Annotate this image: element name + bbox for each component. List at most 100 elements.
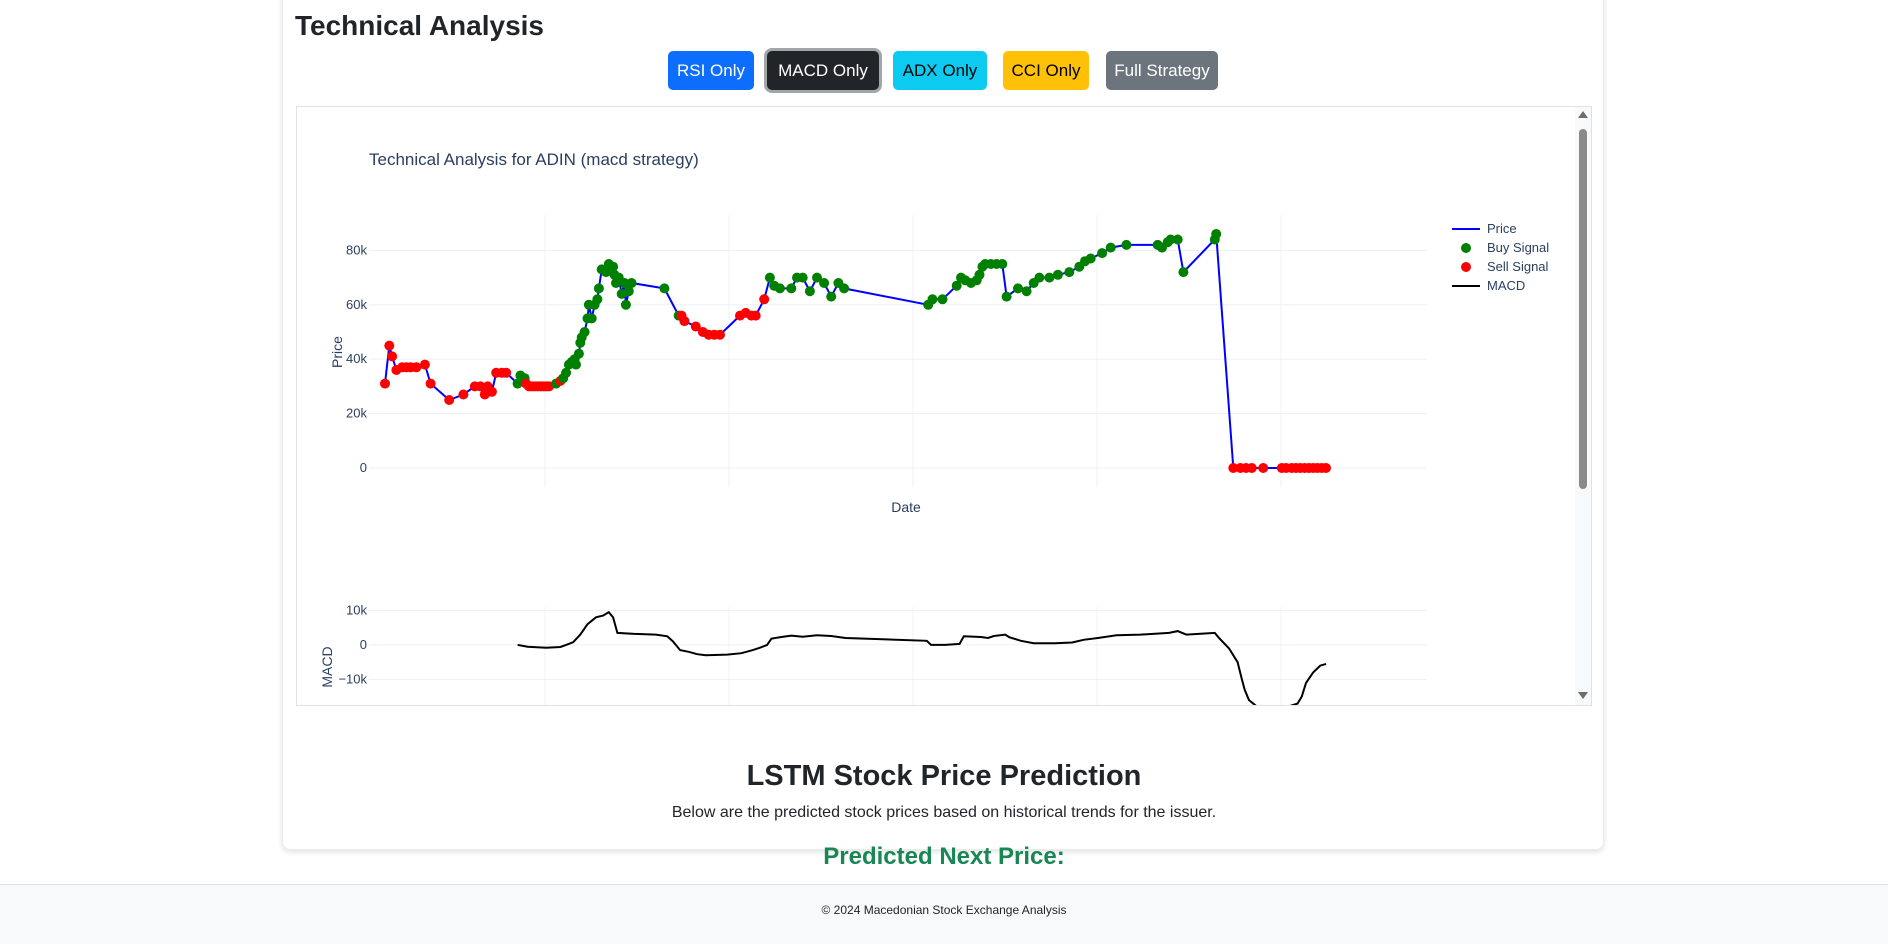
sell-signal-point[interactable] [411,362,422,373]
legend-marker-swatch [1461,243,1471,253]
buy-signal-point[interactable] [593,283,604,294]
sell-signal-point[interactable] [475,381,486,392]
sell-signal-point[interactable] [444,395,455,405]
buy-signal-point[interactable] [512,378,523,389]
chart-legend[interactable]: Price Buy Signal Sell Signal MACD [1452,221,1549,293]
sell-signal-point[interactable] [679,316,690,327]
buy-signal-point[interactable] [1021,286,1032,297]
buy-signal-point[interactable] [1034,272,1045,283]
legend-label: Price [1487,221,1517,236]
lstm-description: Below are the predicted stock prices bas… [671,804,1217,821]
adx-only-button[interactable]: ADX Only [893,51,987,90]
buy-signal-point[interactable] [1097,248,1108,259]
sell-signal-point[interactable] [419,359,430,370]
buy-signal-point[interactable] [620,299,631,310]
buy-signal-point[interactable] [1052,269,1063,280]
buy-signal-point[interactable] [623,286,634,297]
lstm-title: LSTM Stock Price Prediction [746,760,1142,792]
sell-signal-point[interactable] [425,378,436,389]
section-title: Technical Analysis [295,10,544,41]
sell-signal-point[interactable] [690,321,701,332]
footer-copyright: © 2024 Macedonian Stock Exchange Analysi… [821,903,1067,917]
technical-analysis-chart[interactable]: Technical Analysis for ADIN (macd strate… [297,107,1575,706]
buy-signal-point[interactable] [619,278,630,288]
sell-signal-point[interactable] [759,294,770,305]
macd-series-line [517,610,1327,705]
sell-signal-point[interactable] [380,378,390,389]
buy-signal-point[interactable] [1044,272,1055,283]
y-axis-label: Price [329,336,345,368]
buy-signal-point[interactable] [1105,242,1116,253]
buy-signal-point[interactable] [586,313,597,324]
buy-signal-point[interactable] [1013,283,1023,294]
buy-signal-point[interactable] [812,272,822,283]
buy-signal-point[interactable] [804,286,815,297]
legend-label: MACD [1487,278,1525,293]
scroll-up-icon[interactable] [1578,111,1588,118]
sell-signal-point[interactable] [1321,463,1331,473]
buy-signal-point[interactable] [1165,234,1176,245]
buy-signal-point[interactable] [1121,239,1132,250]
buy-signal-point[interactable] [819,278,830,288]
buy-signal-point[interactable] [1178,267,1189,278]
predicted-price-label: Predicted Next Price: [823,843,1065,870]
buy-signal-point[interactable] [1085,253,1096,264]
buy-signal-point[interactable] [561,367,572,378]
buy-signal-point[interactable] [997,259,1008,269]
buy-signal-point[interactable] [1172,234,1183,245]
buy-signal-point[interactable] [826,291,837,302]
sell-signal-point[interactable] [501,367,512,378]
sell-signal-point[interactable] [1246,463,1257,473]
sell-signal-point[interactable] [387,351,398,362]
macd-only-button[interactable]: MACD Only [767,51,879,90]
chart-scrollbar[interactable] [1575,107,1591,705]
legend-item[interactable]: Price [1452,221,1517,236]
legend-label: Buy Signal [1487,240,1549,255]
full-strategy-button[interactable]: Full Strategy [1106,51,1218,90]
sell-signal-point[interactable] [458,389,469,400]
scroll-thumb[interactable] [1579,129,1587,489]
cci-only-button[interactable]: CCI Only [1003,51,1089,90]
scroll-down-icon[interactable] [1578,692,1588,699]
sell-signal-point[interactable] [750,310,761,321]
buy-signal-point[interactable] [1001,291,1012,302]
macd-axis-label: MACD [319,646,335,687]
buy-signal-point[interactable] [927,294,938,305]
buy-signal-point[interactable] [601,267,611,278]
sell-signal-point[interactable] [1228,463,1239,473]
price-tick-label: 20k [346,406,367,421]
legend-label: Sell Signal [1487,259,1549,274]
buy-signal-point[interactable] [797,272,808,283]
macd-tick-label: 10k [346,602,367,617]
buy-signal-point[interactable] [608,261,619,272]
rsi-only-button[interactable]: RSI Only [668,51,754,90]
x-axis-label: Date [891,499,921,515]
buy-signal-point[interactable] [659,283,670,294]
price-tick-label: 60k [346,297,367,312]
legend-item[interactable]: Buy Signal [1461,240,1549,255]
sell-signal-point[interactable] [1258,463,1269,473]
buy-signal-point[interactable] [1064,267,1075,278]
buy-signal-point[interactable] [974,269,985,280]
price-tick-label: 40k [346,351,367,366]
buy-signal-point[interactable] [1211,229,1222,239]
sell-signal-point[interactable] [715,329,725,340]
page-footer: © 2024 Macedonian Stock Exchange Analysi… [0,884,1888,944]
sell-signal-point[interactable] [486,386,497,397]
buy-signal-point[interactable] [839,283,850,294]
price-tick-label: 80k [346,242,367,257]
buy-signal-point[interactable] [592,294,603,305]
buy-signal-point[interactable] [937,294,948,305]
buy-signal-point[interactable] [951,280,962,291]
sell-signal-point[interactable] [384,340,395,351]
buy-signal-point[interactable] [764,272,775,283]
buy-signal-point[interactable] [579,327,590,337]
buy-signal-point[interactable] [573,348,584,359]
buy-signal-point[interactable] [786,283,797,294]
buy-signal-point[interactable] [626,278,637,288]
legend-item[interactable]: MACD [1452,278,1525,293]
buy-signal-point[interactable] [774,283,785,294]
buy-signal-point[interactable] [571,359,581,370]
chart-frame[interactable]: Technical Analysis for ADIN (macd strate… [296,106,1592,706]
legend-item[interactable]: Sell Signal [1461,259,1549,274]
